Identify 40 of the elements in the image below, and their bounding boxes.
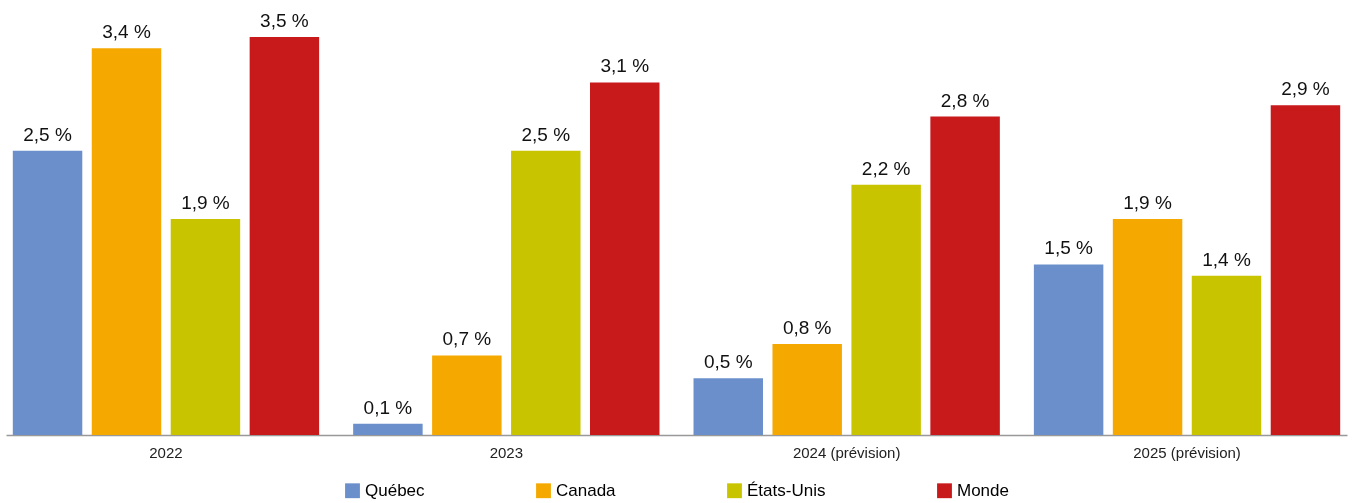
bar [1112, 218, 1183, 435]
x-tick-label: 2023 [489, 443, 524, 461]
bar [511, 150, 581, 435]
bar [12, 150, 83, 435]
data-label: 2,9 % [1281, 78, 1330, 100]
bar [170, 218, 241, 435]
bar [693, 378, 763, 435]
data-label: 0,8 % [782, 317, 832, 339]
data-label: 2,2 % [861, 157, 911, 179]
bar [930, 116, 1000, 435]
x-tick-label: 2022 [149, 443, 183, 461]
bar [432, 355, 502, 435]
legend-label: Monde [957, 480, 1009, 500]
bar [851, 184, 921, 435]
bar [772, 344, 842, 435]
data-label: 0,5 % [703, 351, 753, 373]
bar [249, 37, 320, 435]
bar [590, 82, 660, 435]
data-label: 0,1 % [363, 396, 413, 418]
legend-label: Québec [365, 480, 426, 500]
x-tick-label: 2024 (prévision) [792, 443, 901, 461]
bar [1270, 105, 1341, 435]
data-label: 2,5 % [23, 123, 72, 145]
data-label: 3,5 % [260, 10, 309, 31]
data-label: 3,1 % [600, 55, 650, 77]
data-label: 3,4 % [102, 21, 151, 43]
bar [1033, 264, 1104, 435]
data-label: 2,8 % [940, 89, 990, 111]
legend-label: Canada [556, 480, 617, 500]
legend-label: États-Unis [747, 480, 826, 500]
data-label: 1,4 % [1202, 248, 1251, 270]
bar [91, 48, 162, 435]
x-tick-label: 2025 (prévision) [1133, 443, 1241, 461]
bar [353, 423, 423, 435]
data-label: 2,5 % [521, 123, 571, 145]
data-label: 0,7 % [442, 328, 492, 350]
bar [1191, 275, 1262, 435]
data-label: 1,5 % [1044, 237, 1093, 259]
data-label: 1,9 % [1123, 191, 1172, 213]
data-label: 1,9 % [181, 191, 230, 213]
